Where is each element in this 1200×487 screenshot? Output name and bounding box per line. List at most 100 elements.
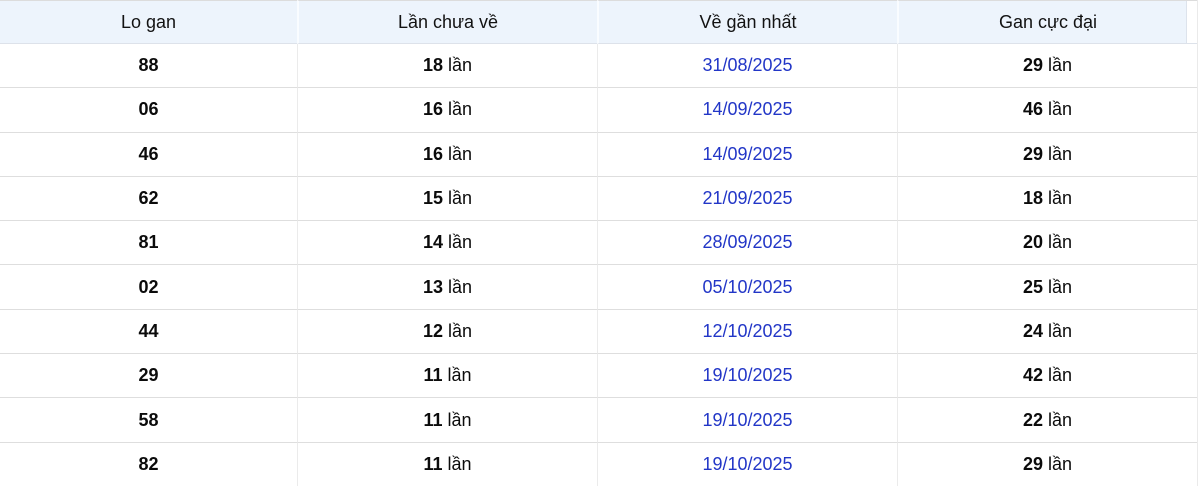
lo-gan-number: 02 — [138, 276, 159, 297]
unit-label: lần — [1048, 143, 1073, 164]
table-row: 58 11 lần 19/10/2025 22 lần — [0, 398, 1197, 443]
table-row: 46 16 lần 14/09/2025 29 lần — [0, 132, 1197, 177]
date-link[interactable]: 05/10/2025 — [702, 276, 793, 297]
lo-gan-cell: 62 — [0, 176, 297, 222]
ve-gan-nhat-cell: 31/08/2025 — [597, 44, 897, 89]
misses-count: 11 — [423, 453, 443, 474]
table-header: Lo gan Lần chưa về Về gần nhất Gan cực đ… — [0, 0, 1197, 44]
lo-gan-number: 62 — [138, 188, 159, 209]
misses-count: 12 — [422, 320, 443, 341]
ve-gan-nhat-cell: 14/09/2025 — [597, 88, 897, 133]
lan-chua-ve-cell: 12 lần — [297, 309, 597, 355]
misses-count: 11 — [423, 409, 443, 430]
unit-label: lần — [1048, 320, 1073, 341]
lan-chua-ve-cell: 11 lần — [297, 442, 597, 486]
header-row: Lo gan Lần chưa về Về gần nhất Gan cực đ… — [0, 0, 1197, 44]
unit-label: lần — [448, 188, 473, 209]
lo-gan-cell: 46 — [0, 132, 297, 177]
lan-chua-ve-cell: 16 lần — [297, 88, 597, 133]
date-link[interactable]: 14/09/2025 — [702, 99, 793, 120]
date-link[interactable]: 19/10/2025 — [702, 365, 793, 386]
max-gan-count: 20 — [1022, 232, 1043, 253]
column-header-lan-chua-ve: Lần chưa về — [297, 0, 597, 44]
gan-cuc-dai-cell: 29 lần — [897, 44, 1197, 89]
unit-label: lần — [1048, 55, 1073, 76]
unit-label: lần — [1048, 453, 1073, 474]
max-gan-count: 29 — [1022, 143, 1043, 164]
lo-gan-number: 82 — [138, 453, 159, 474]
misses-count: 11 — [423, 365, 443, 386]
date-link[interactable]: 31/08/2025 — [702, 55, 793, 76]
ve-gan-nhat-cell: 19/10/2025 — [597, 354, 897, 399]
ve-gan-nhat-cell: 14/09/2025 — [597, 132, 897, 177]
ve-gan-nhat-cell: 28/09/2025 — [597, 221, 897, 266]
ve-gan-nhat-cell: 21/09/2025 — [597, 176, 897, 222]
lo-gan-cell: 06 — [0, 88, 297, 133]
date-link[interactable]: 19/10/2025 — [702, 453, 793, 474]
misses-count: 13 — [422, 276, 443, 297]
lo-gan-number: 88 — [138, 55, 159, 76]
lo-gan-number: 44 — [138, 320, 159, 341]
gan-cuc-dai-cell: 20 lần — [897, 221, 1197, 266]
unit-label: lần — [447, 453, 472, 474]
lan-chua-ve-cell: 11 lần — [297, 398, 597, 443]
date-link[interactable]: 12/10/2025 — [702, 320, 793, 341]
lan-chua-ve-cell: 15 lần — [297, 176, 597, 222]
lan-chua-ve-cell: 13 lần — [297, 265, 597, 310]
lo-gan-cell: 82 — [0, 442, 297, 486]
lo-gan-cell: 81 — [0, 221, 297, 266]
table-row: 88 18 lần 31/08/2025 29 lần — [0, 44, 1197, 89]
lan-chua-ve-cell: 14 lần — [297, 221, 597, 266]
lo-gan-number: 81 — [138, 232, 159, 253]
max-gan-count: 42 — [1022, 365, 1043, 386]
ve-gan-nhat-cell: 19/10/2025 — [597, 398, 897, 443]
gan-cuc-dai-cell: 46 lần — [897, 88, 1197, 133]
table-body: 88 18 lần 31/08/2025 29 lần 06 16 lần 14… — [0, 44, 1197, 486]
table-row: 44 12 lần 12/10/2025 24 lần — [0, 309, 1197, 355]
date-link[interactable]: 19/10/2025 — [702, 409, 793, 430]
lo-gan-cell: 02 — [0, 265, 297, 310]
unit-label: lần — [448, 143, 473, 164]
table-row: 06 16 lần 14/09/2025 46 lần — [0, 88, 1197, 133]
ve-gan-nhat-cell: 12/10/2025 — [597, 309, 897, 355]
max-gan-count: 18 — [1022, 188, 1043, 209]
lan-chua-ve-cell: 11 lần — [297, 354, 597, 399]
lan-chua-ve-cell: 16 lần — [297, 132, 597, 177]
table-row: 02 13 lần 05/10/2025 25 lần — [0, 265, 1197, 310]
unit-label: lần — [1048, 99, 1073, 120]
gan-cuc-dai-cell: 29 lần — [897, 442, 1197, 486]
unit-label: lần — [1048, 232, 1073, 253]
gan-cuc-dai-cell: 18 lần — [897, 176, 1197, 222]
table-row: 29 11 lần 19/10/2025 42 lần — [0, 354, 1197, 399]
max-gan-count: 46 — [1022, 99, 1043, 120]
date-link[interactable]: 14/09/2025 — [702, 143, 793, 164]
ve-gan-nhat-cell: 19/10/2025 — [597, 442, 897, 486]
column-header-lo-gan: Lo gan — [0, 0, 297, 44]
gan-cuc-dai-cell: 42 lần — [897, 354, 1197, 399]
lo-gan-number: 06 — [138, 99, 159, 120]
column-header-ve-gan-nhat: Về gần nhất — [597, 0, 897, 44]
misses-count: 16 — [422, 99, 443, 120]
lo-gan-number: 58 — [138, 409, 159, 430]
table-row: 81 14 lần 28/09/2025 20 lần — [0, 221, 1197, 266]
lo-gan-cell: 88 — [0, 44, 297, 89]
gan-cuc-dai-cell: 29 lần — [897, 132, 1197, 177]
date-link[interactable]: 28/09/2025 — [702, 232, 793, 253]
unit-label: lần — [448, 99, 473, 120]
max-gan-count: 25 — [1022, 276, 1043, 297]
unit-label: lần — [448, 320, 473, 341]
date-link[interactable]: 21/09/2025 — [702, 188, 793, 209]
max-gan-count: 24 — [1022, 320, 1043, 341]
unit-label: lần — [448, 276, 473, 297]
unit-label: lần — [447, 409, 472, 430]
unit-label: lần — [448, 232, 473, 253]
gan-cuc-dai-cell: 25 lần — [897, 265, 1197, 310]
lo-gan-number: 46 — [138, 143, 159, 164]
misses-count: 15 — [422, 188, 443, 209]
unit-label: lần — [448, 55, 473, 76]
max-gan-count: 22 — [1022, 409, 1043, 430]
unit-label: lần — [1048, 365, 1073, 386]
max-gan-count: 29 — [1022, 55, 1043, 76]
